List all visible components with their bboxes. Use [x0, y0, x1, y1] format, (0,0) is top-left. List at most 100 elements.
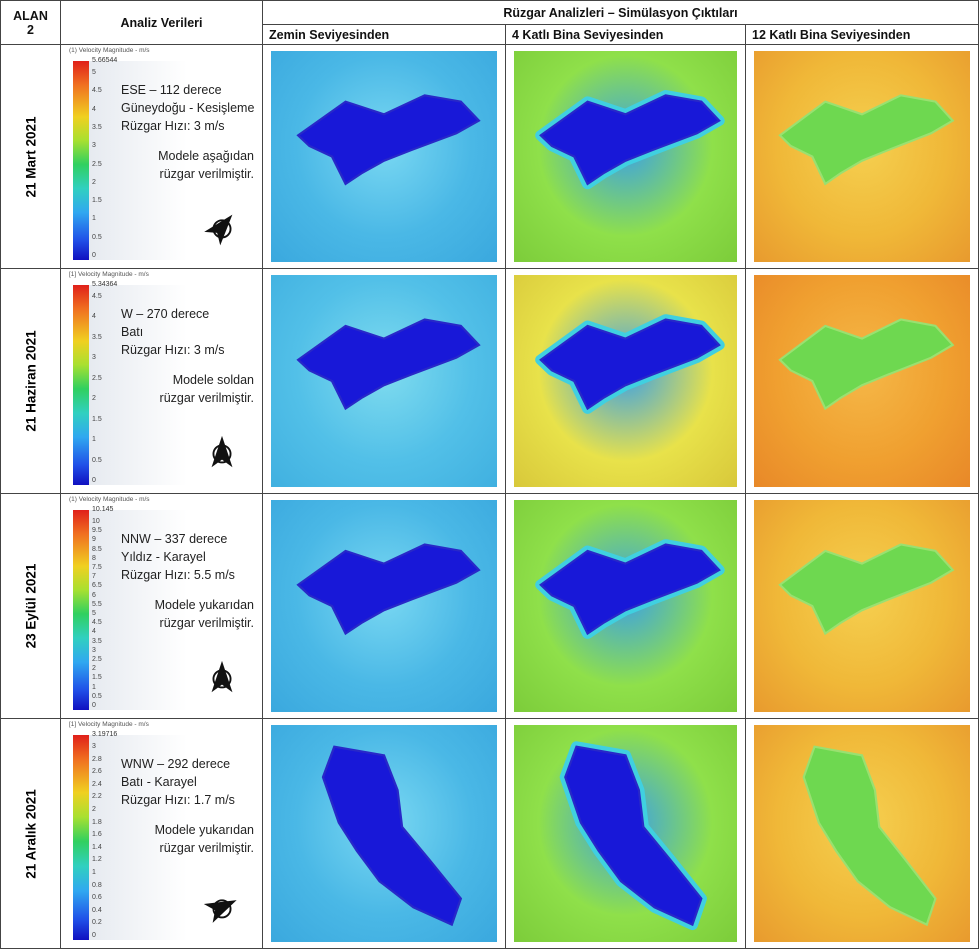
footprint	[298, 320, 479, 409]
legend-tick: 2.2	[92, 793, 102, 800]
simulation-cell	[745, 268, 979, 494]
legend-max: 10.145	[92, 506, 113, 513]
date: 21 Haziran 2021	[23, 330, 38, 431]
simulation-cell	[745, 44, 979, 269]
legend-tick: 4.5	[92, 293, 102, 300]
legend-tick: 3.5	[92, 638, 102, 645]
alan-label: ALAN	[13, 9, 48, 23]
simulation-cell	[262, 493, 506, 719]
legend-tick: 6.5	[92, 582, 102, 589]
level-text: 4 Katlı Bina Seviyesinden	[512, 28, 663, 42]
simulation-image	[271, 51, 497, 262]
simulation-cell	[505, 718, 746, 949]
building-footprint	[514, 275, 737, 487]
building-footprint	[271, 500, 497, 712]
legend-tick: 8	[92, 555, 96, 562]
legend-tick: 1.2	[92, 856, 102, 863]
wind-info: W – 270 derece	[121, 307, 209, 321]
simulation-image	[754, 51, 970, 262]
legend-bar	[73, 510, 89, 710]
wind-info: Batı - Karayel	[121, 775, 197, 789]
simulation-header: Rüzgar Analizleri – Simülasyon Çıktıları	[262, 0, 979, 25]
legend-tick: 4.5	[92, 87, 102, 94]
legend-tick: 7	[92, 573, 96, 580]
legend-tick: 3	[92, 743, 96, 750]
level-header: 12 Katlı Bina Seviyesinden	[745, 24, 979, 45]
legend-tick: 1	[92, 869, 96, 876]
building-footprint	[514, 725, 737, 942]
legend-tick: 10	[92, 518, 100, 525]
wind-note: Modele yukarıdan	[155, 823, 254, 837]
legend-tick: 3	[92, 647, 96, 654]
page: ALAN 2 Analiz Verileri Rüzgar Analizleri…	[0, 0, 979, 949]
legend-tick: 0	[92, 932, 96, 939]
date-cell: 21 Haziran 2021	[0, 268, 61, 494]
date: 23 Eylül 2021	[23, 564, 38, 649]
simulation-cell	[505, 268, 746, 494]
simulation-cell	[262, 44, 506, 269]
legend-max: 3.19716	[92, 731, 117, 738]
wind-note: rüzgar verilmiştir.	[160, 167, 254, 181]
wind-info: Yıldız - Karayel	[121, 550, 206, 564]
wind-info: Rüzgar Hızı: 3 m/s	[121, 119, 225, 133]
building-footprint	[754, 725, 970, 942]
legend-tick: 2	[92, 665, 96, 672]
legend-tick: 3	[92, 142, 96, 149]
legend-title: [1] Velocity Magnitude - m/s	[69, 271, 149, 278]
level-text: Zemin Seviyesinden	[269, 28, 389, 42]
legend-tick: 7.5	[92, 564, 102, 571]
simulation-cell	[745, 718, 979, 949]
legend-tick: 5.5	[92, 601, 102, 608]
legend-bar	[73, 285, 89, 485]
legend-tick: 6	[92, 592, 96, 599]
level-header: Zemin Seviyesinden	[262, 24, 506, 45]
wind-note: rüzgar verilmiştir.	[160, 841, 254, 855]
legend-tick: 2.5	[92, 656, 102, 663]
legend-tick: 0.2	[92, 919, 102, 926]
compass-arrow	[204, 208, 240, 245]
legend-tick: 2.5	[92, 375, 102, 382]
legend-tick: 2.6	[92, 768, 102, 775]
compass	[203, 888, 241, 926]
legend-tick: 0.5	[92, 693, 102, 700]
wind-info: NNW – 337 derece	[121, 532, 227, 546]
simulation-image	[514, 275, 737, 487]
simulation-image	[271, 725, 497, 942]
compass	[203, 658, 241, 696]
wind-info: Güneydoğu - Kesişleme	[121, 101, 254, 115]
legend-tick: 4	[92, 106, 96, 113]
legend-tick: 2	[92, 395, 96, 402]
legend-tick: 8.5	[92, 546, 102, 553]
building-footprint	[271, 51, 497, 262]
footprint	[780, 320, 953, 409]
simulation-header-text: Rüzgar Analizleri – Simülasyon Çıktıları	[503, 6, 737, 20]
date: 21 Mart 2021	[23, 116, 38, 197]
legend-tick: 2.5	[92, 161, 102, 168]
legend-tick: 2.8	[92, 756, 102, 763]
legend-tick: 2	[92, 179, 96, 186]
footprint	[298, 95, 479, 184]
legend-max: 5.34364	[92, 281, 117, 288]
simulation-image	[754, 500, 970, 712]
simulation-cell	[745, 493, 979, 719]
wind-info: Rüzgar Hızı: 1.7 m/s	[121, 793, 235, 807]
legend-tick: 1.6	[92, 831, 102, 838]
simulation-cell	[262, 718, 506, 949]
legend-tick: 1.5	[92, 197, 102, 204]
compass	[203, 433, 241, 471]
building-footprint	[514, 51, 737, 262]
legend-tick: 1.4	[92, 844, 102, 851]
wind-info: Rüzgar Hızı: 3 m/s	[121, 343, 225, 357]
legend-tick: 9	[92, 536, 96, 543]
building-footprint	[271, 275, 497, 487]
building-footprint	[754, 275, 970, 487]
legend-tick: 9.5	[92, 527, 102, 534]
date-cell: 21 Mart 2021	[0, 44, 61, 269]
analysis-header: Analiz Verileri	[60, 0, 263, 45]
legend-tick: 4	[92, 628, 96, 635]
level-text: 12 Katlı Bina Seviyesinden	[752, 28, 910, 42]
footprint	[780, 545, 953, 634]
legend-tick: 5	[92, 69, 96, 76]
